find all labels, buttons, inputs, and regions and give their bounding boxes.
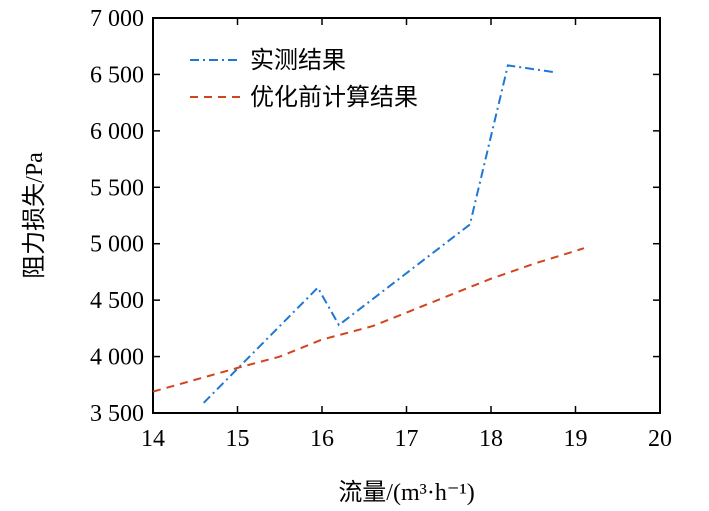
series-line-measured [202, 64, 555, 404]
plot-frame [152, 17, 661, 414]
y-tick-label: 6 500 [90, 62, 144, 88]
x-tick-label: 20 [648, 426, 672, 452]
x-tick-label: 18 [479, 426, 503, 452]
y-axis-title: 阻力损失/Pa [21, 152, 48, 279]
ticks-layer: 14 15 16 17 18 19 20 3 500 4 000 4 500 5 000 5 500 6… [90, 6, 672, 452]
y-tick-label: 7 000 [90, 6, 144, 32]
y-tick-label: 4 000 [90, 345, 144, 371]
series-line-calculated [152, 247, 585, 393]
y-tick-label: 4 500 [90, 288, 144, 314]
legend-label: 实测结果 [250, 47, 346, 74]
x-tick-label: 19 [564, 426, 588, 452]
y-tick-label: 3 500 [90, 401, 144, 427]
y-tick-label: 5 000 [90, 232, 144, 258]
x-tick-label: 16 [310, 426, 334, 452]
x-tick-label: 17 [395, 426, 419, 452]
y-tick-label: 6 000 [90, 119, 144, 145]
y-tick-label: 5 500 [90, 175, 144, 201]
series-layer [152, 64, 585, 404]
x-axis-title: 流量/(m³·h⁻¹) [338, 479, 474, 506]
legend-label: 优化前计算结果 [250, 84, 418, 111]
x-tick-label: 14 [141, 426, 165, 452]
x-tick-label: 15 [226, 426, 250, 452]
